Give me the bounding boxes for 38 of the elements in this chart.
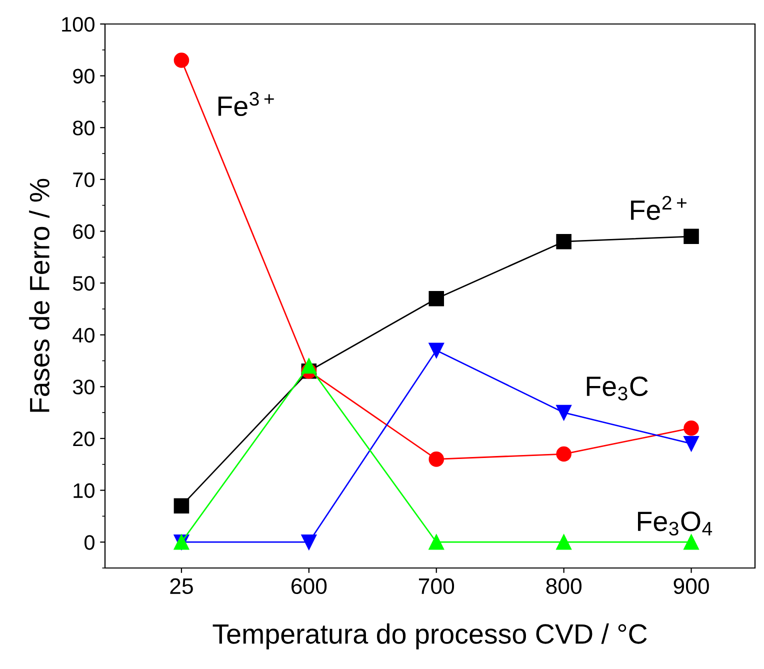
x-tick-label: 800 <box>546 578 582 594</box>
x-tick-label: 600 <box>292 578 327 594</box>
point <box>556 404 572 420</box>
x-tick-label: 900 <box>674 578 709 594</box>
point <box>428 342 444 358</box>
point <box>556 534 572 550</box>
point <box>684 228 699 244</box>
point <box>428 534 444 550</box>
series-label: Fe$^{2+}$ <box>631 196 686 220</box>
series-label: Fe$_{3}$O$_{4}$ <box>638 512 712 536</box>
y-axis-title: Fases de Ferro / % <box>29 178 50 412</box>
point <box>684 420 699 436</box>
point <box>556 234 572 250</box>
point <box>174 498 190 514</box>
y-tick-label: 70 <box>73 172 94 188</box>
y-tick-label: 80 <box>73 120 94 136</box>
y-tick-label: 10 <box>74 483 94 498</box>
point <box>301 358 317 374</box>
point <box>301 534 317 550</box>
series-label: Fe$_{3}$C <box>586 376 648 400</box>
y-tick-label: 0 <box>84 535 94 550</box>
point <box>684 436 699 452</box>
point <box>428 452 444 467</box>
y-tick-label: 50 <box>72 276 94 291</box>
x-tick-label: 25 <box>170 578 193 594</box>
series-label: Fe$^{3+}$ <box>218 92 274 116</box>
point <box>556 446 572 462</box>
x-tick-label: 700 <box>418 578 454 594</box>
point <box>174 52 190 68</box>
y-tick-label: 30 <box>72 380 94 394</box>
point <box>428 290 444 306</box>
y-tick-label: 40 <box>72 328 94 343</box>
point <box>684 534 699 550</box>
y-tick-label: 60 <box>73 224 94 239</box>
y-tick-label: 20 <box>73 431 94 446</box>
x-axis-title: Temperatura do processo CVD / °C <box>212 623 647 650</box>
y-tick-label: 100 <box>62 17 94 32</box>
y-tick-label: 90 <box>73 68 94 84</box>
